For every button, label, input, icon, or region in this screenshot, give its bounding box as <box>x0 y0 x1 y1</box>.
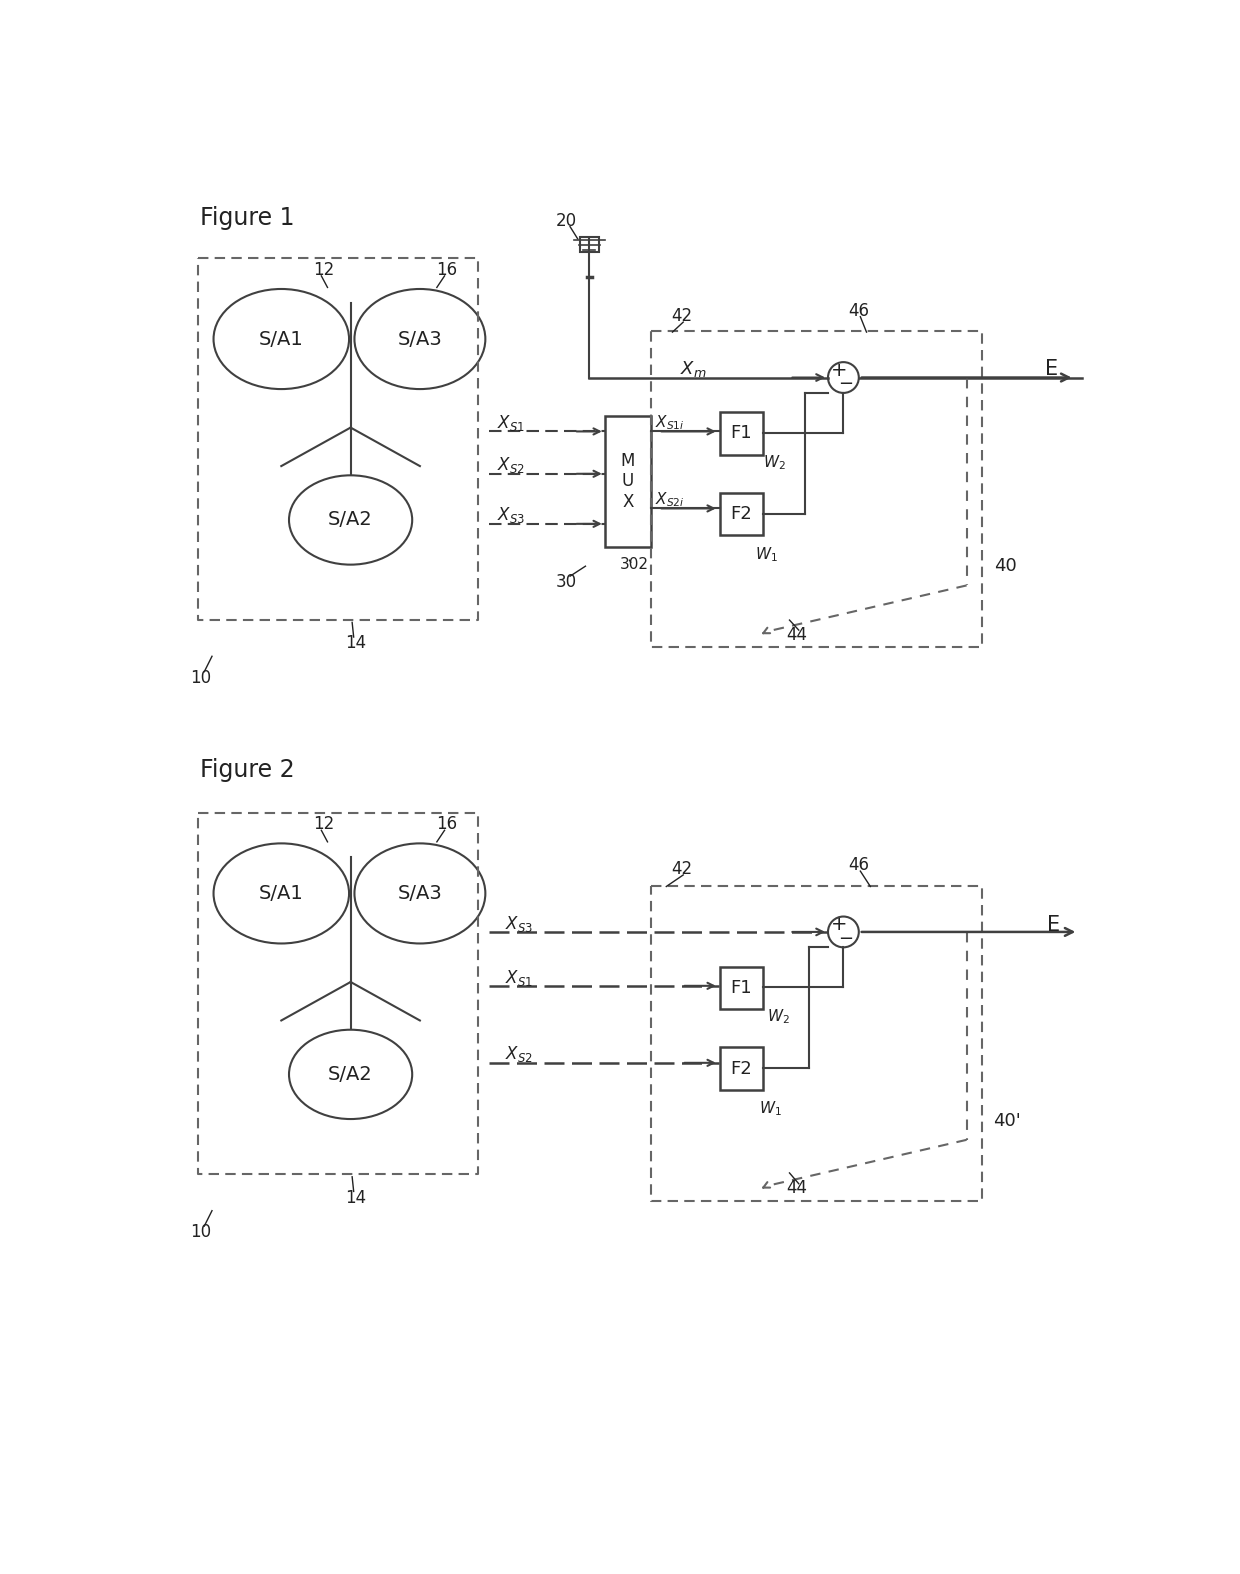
Text: $X_{S2i}$: $X_{S2i}$ <box>656 490 684 508</box>
Text: $X_{m}$: $X_{m}$ <box>680 359 707 379</box>
Text: 44: 44 <box>786 1179 807 1198</box>
Text: Figure 1: Figure 1 <box>201 206 295 230</box>
Text: 14: 14 <box>346 1188 367 1207</box>
Text: 14: 14 <box>346 634 367 652</box>
Text: S/A2: S/A2 <box>329 510 373 529</box>
Text: F2: F2 <box>730 505 753 523</box>
Text: $X_{S1}$: $X_{S1}$ <box>505 968 532 988</box>
Text: $X_{S1}$: $X_{S1}$ <box>497 412 525 433</box>
Text: $W_1$: $W_1$ <box>755 545 777 563</box>
Text: +: + <box>831 916 848 935</box>
Text: 44: 44 <box>786 626 807 644</box>
Text: F1: F1 <box>730 979 753 996</box>
Text: 10: 10 <box>190 1223 211 1242</box>
Text: 42: 42 <box>671 307 692 324</box>
Bar <box>720 493 763 535</box>
Text: E: E <box>1047 914 1060 935</box>
Text: $X_{S3}$: $X_{S3}$ <box>497 505 525 526</box>
Text: M
U
X: M U X <box>620 452 635 512</box>
Text: S/A2: S/A2 <box>329 1066 373 1084</box>
Text: 302: 302 <box>620 557 649 571</box>
Text: 20: 20 <box>556 212 577 230</box>
Text: −: − <box>838 930 853 948</box>
Text: $X_{S2}$: $X_{S2}$ <box>505 1045 532 1064</box>
Text: 40: 40 <box>993 557 1017 575</box>
Text: 12: 12 <box>312 261 335 279</box>
Text: −: − <box>838 376 853 394</box>
Text: F2: F2 <box>730 1059 753 1078</box>
Text: $W_2$: $W_2$ <box>763 453 785 472</box>
Text: S/A3: S/A3 <box>398 885 443 903</box>
Text: $X_{S3}$: $X_{S3}$ <box>505 914 532 935</box>
Text: S/A3: S/A3 <box>398 329 443 348</box>
Text: +: + <box>831 360 848 379</box>
Text: E: E <box>1045 359 1058 379</box>
Text: 42: 42 <box>671 859 692 878</box>
Bar <box>720 966 763 1009</box>
Text: 40': 40' <box>993 1111 1022 1130</box>
Text: 46: 46 <box>848 302 869 320</box>
Bar <box>720 412 763 455</box>
Text: $W_1$: $W_1$ <box>759 1100 781 1119</box>
Text: 46: 46 <box>848 856 869 874</box>
Text: $X_{S2}$: $X_{S2}$ <box>497 455 525 475</box>
Text: 12: 12 <box>312 815 335 833</box>
Text: S/A1: S/A1 <box>259 885 304 903</box>
Text: S/A1: S/A1 <box>259 329 304 348</box>
Text: Figure 2: Figure 2 <box>201 759 295 782</box>
Text: $X_{S1i}$: $X_{S1i}$ <box>656 412 684 431</box>
Text: 16: 16 <box>436 261 458 279</box>
Text: $W_2$: $W_2$ <box>766 1007 790 1026</box>
Text: 10: 10 <box>190 669 211 686</box>
Text: 16: 16 <box>436 815 458 833</box>
Bar <box>720 1047 763 1089</box>
Text: 30: 30 <box>556 573 577 590</box>
Text: F1: F1 <box>730 425 753 442</box>
Bar <box>605 416 651 546</box>
